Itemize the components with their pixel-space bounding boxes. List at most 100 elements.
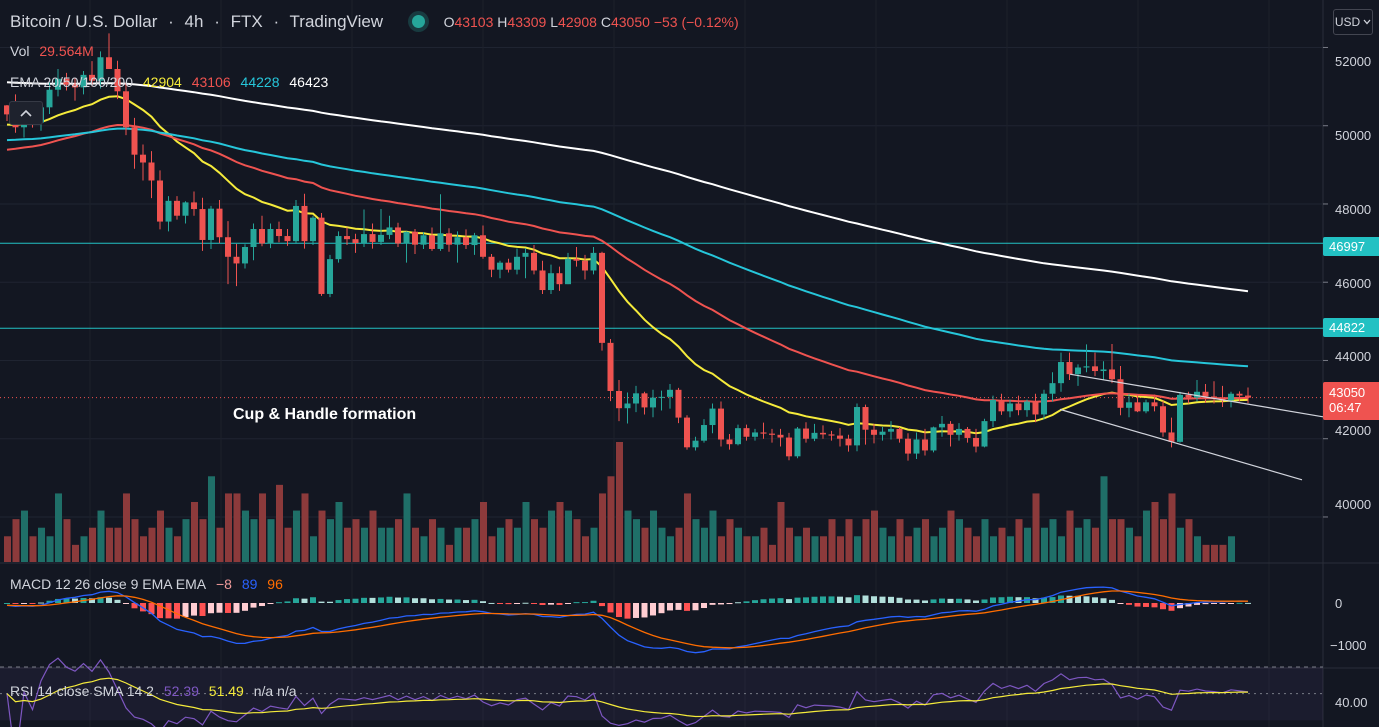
candle-body — [318, 217, 325, 294]
candle — [386, 215, 393, 240]
candle — [1126, 393, 1132, 418]
macd-hist-bar — [1083, 596, 1090, 603]
candle — [327, 254, 333, 298]
candle — [174, 196, 180, 220]
candle — [1236, 391, 1243, 402]
interval[interactable]: 4h — [184, 12, 204, 31]
candle — [641, 391, 648, 415]
volume-bar — [276, 484, 283, 562]
candle — [760, 422, 767, 439]
candle-body — [718, 408, 724, 440]
candle — [743, 424, 750, 441]
volume-bar — [531, 519, 538, 562]
rsi-sma-line — [6, 677, 1248, 718]
candle — [565, 252, 571, 285]
candle-body — [1075, 367, 1081, 375]
volume-legend[interactable]: Vol 29.564M — [10, 43, 100, 59]
currency-dropdown[interactable]: USD — [1333, 9, 1373, 35]
rsi-extra-values: n/a n/a — [253, 683, 297, 699]
macd-hist-bar — [361, 597, 367, 603]
candle-body — [497, 262, 503, 270]
candle — [1092, 352, 1098, 377]
volume-bar — [837, 536, 844, 562]
candle — [216, 200, 223, 244]
macd-hist-bar — [803, 597, 809, 603]
candle-body — [352, 239, 359, 244]
macd-hist-bar — [701, 603, 707, 609]
candle-body — [582, 260, 588, 271]
macd-hist-bar — [1075, 595, 1081, 603]
candle-body — [896, 428, 903, 439]
candle — [182, 201, 189, 224]
volume-bar — [556, 502, 564, 562]
candle — [114, 60, 121, 100]
candle — [369, 223, 376, 249]
volume-bar — [752, 536, 759, 562]
market-open-dot-icon — [411, 15, 425, 28]
volume-bar — [505, 519, 513, 562]
symbol-header[interactable]: Bitcoin / U.S. Dollar · 4h · FTX · Tradi… — [10, 12, 739, 32]
volume-bar — [514, 527, 521, 562]
volume-bar — [709, 510, 717, 562]
rsi-legend[interactable]: RSI 14 close SMA 14 2 52.39 51.49 n/a n/… — [10, 683, 303, 699]
volume-bar — [1075, 527, 1082, 562]
level-badge-low[interactable]: 44822 — [1323, 318, 1379, 337]
macd-hist-value: −8 — [215, 576, 232, 592]
candle — [837, 428, 843, 447]
volume-bar — [590, 527, 598, 562]
y-tick-label: 52000 — [1335, 54, 1372, 69]
macd-hist-bar — [794, 597, 801, 603]
candle — [1032, 393, 1039, 423]
macd-hist-bar — [55, 598, 61, 603]
candle-body — [131, 127, 138, 155]
candle-body — [692, 440, 699, 448]
volume-bar — [1211, 544, 1218, 562]
macd-hist-bar — [114, 599, 121, 603]
volume-bar — [429, 519, 436, 562]
macd-hist-bar — [259, 603, 265, 607]
candle — [1194, 380, 1200, 402]
level-badge-high[interactable]: 46997 — [1323, 237, 1379, 256]
candle-body — [1185, 394, 1192, 398]
trendlines[interactable] — [1059, 373, 1324, 481]
volume-bar — [335, 502, 343, 562]
last-price-badge: 43050 06:47 — [1323, 382, 1379, 420]
candle-body — [1177, 394, 1183, 442]
macd-hist-bar — [939, 598, 945, 603]
macd-hist-bar — [1168, 603, 1175, 611]
ema-legend[interactable]: EMA 20/50/100/200 42904 43106 44228 4642… — [10, 74, 334, 90]
volume-bar — [242, 510, 249, 562]
chart-annotation[interactable]: Cup & Handle formation — [233, 406, 417, 423]
macd-hist-bar — [97, 597, 104, 603]
volume-bar — [259, 493, 266, 562]
macd-hist-bar — [301, 598, 308, 603]
volume-bar — [871, 510, 878, 562]
macd-hist-bar — [820, 596, 826, 603]
macd-hist-bar — [352, 598, 359, 603]
candle — [1041, 389, 1047, 420]
candle-body — [726, 439, 733, 445]
candle — [803, 422, 809, 443]
candle-body — [777, 434, 784, 438]
macd-hist-bar — [4, 603, 10, 604]
candle-body — [905, 438, 911, 454]
candle — [684, 415, 690, 450]
macd-hist-bar — [1066, 595, 1073, 603]
change-value: −53 (−0.12%) — [653, 14, 739, 30]
candle — [267, 223, 274, 249]
candle-body — [344, 236, 350, 240]
collapse-legend-button[interactable] — [9, 101, 43, 125]
candle — [420, 232, 427, 249]
last-price: 43050 — [1329, 385, 1366, 400]
candle-body — [641, 393, 648, 408]
candle-body — [446, 233, 452, 245]
macd-legend[interactable]: MACD 12 26 close 9 EMA EMA −8 89 96 — [10, 576, 289, 592]
candle-body — [454, 237, 461, 245]
macd-hist-bar — [624, 603, 631, 619]
candle — [1134, 395, 1141, 413]
volume-bar — [930, 536, 938, 562]
candle-body — [1236, 393, 1243, 396]
candle — [106, 33, 112, 69]
volume-bar — [471, 519, 479, 562]
